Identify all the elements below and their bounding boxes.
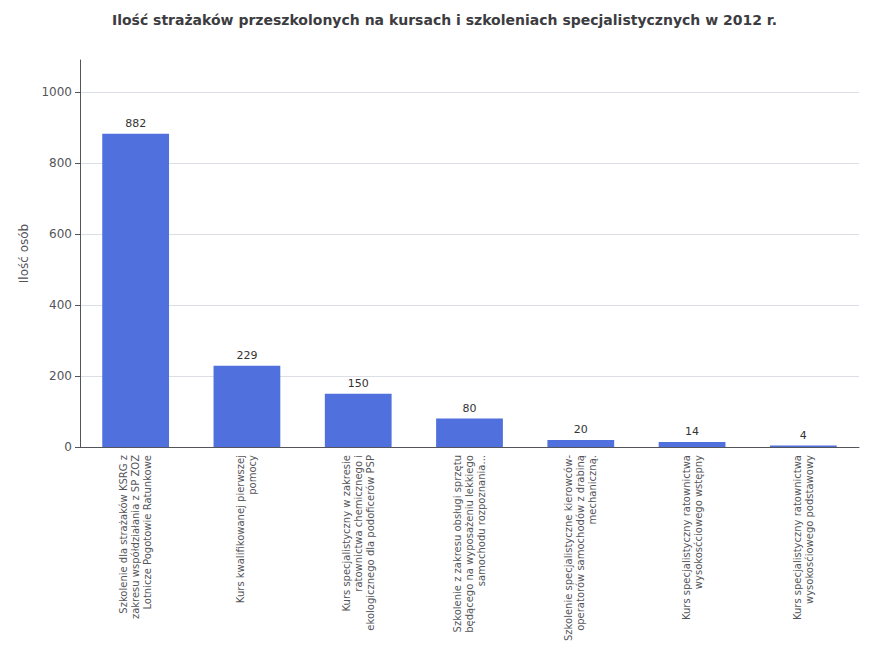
svg-text:400: 400 xyxy=(49,298,72,312)
svg-text:ekologicznego dla podoficerów: ekologicznego dla podoficerów PSP xyxy=(365,455,376,631)
svg-text:operatorów samochodów z drabin: operatorów samochodów z drabiną xyxy=(575,455,586,631)
svg-text:Szkolenie dla strażaków KSRG z: Szkolenie dla strażaków KSRG z xyxy=(118,455,129,614)
svg-text:Lotnicze Pogotowie Ratunkowe: Lotnicze Pogotowie Ratunkowe xyxy=(142,455,153,610)
svg-text:200: 200 xyxy=(49,369,72,383)
svg-text:Ilość strażaków przeszkolonych: Ilość strażaków przeszkolonych na kursac… xyxy=(112,12,777,28)
svg-text:0: 0 xyxy=(64,440,72,454)
svg-text:Szkolenie z zakresu obsługi sp: Szkolenie z zakresu obsługi sprzętu xyxy=(452,455,463,632)
svg-text:ratownictwa chemicznego i: ratownictwa chemicznego i xyxy=(353,455,364,592)
svg-text:Ilość osób: Ilość osób xyxy=(17,224,31,283)
svg-text:600: 600 xyxy=(49,227,72,241)
svg-text:Kurs specjalistyczny w zakresi: Kurs specjalistyczny w zakresie xyxy=(341,455,352,612)
svg-text:Kurs specjalistyczny ratownict: Kurs specjalistyczny ratownictwa xyxy=(681,455,692,620)
svg-text:wysokosćciowego wstępny: wysokosćciowego wstępny xyxy=(693,455,704,589)
svg-text:150: 150 xyxy=(348,377,369,390)
svg-text:samochodu rozpoznania...: samochodu rozpoznania... xyxy=(476,455,487,586)
svg-text:800: 800 xyxy=(49,156,72,170)
svg-text:mechaniczną.: mechaniczną. xyxy=(587,455,598,524)
svg-text:Kurs specjalistyczny ratownict: Kurs specjalistyczny ratownictwa xyxy=(792,455,803,620)
svg-text:80: 80 xyxy=(463,402,477,415)
svg-text:20: 20 xyxy=(574,423,588,436)
svg-text:wysokosćiowego podstawowy: wysokosćiowego podstawowy xyxy=(804,455,815,604)
svg-text:1000: 1000 xyxy=(41,85,72,99)
svg-text:229: 229 xyxy=(236,349,257,362)
svg-text:Kurs kwalifikowanej pierwszej: Kurs kwalifikowanej pierwszej xyxy=(235,455,246,603)
svg-text:pomocy: pomocy xyxy=(247,455,258,495)
svg-text:4: 4 xyxy=(800,429,807,442)
svg-text:Szkolenie specjalistyczne kier: Szkolenie specjalistyczne kierowców- xyxy=(563,455,574,641)
svg-text:882: 882 xyxy=(125,117,146,130)
svg-text:zakresu współdziałania z SP ZO: zakresu współdziałania z SP ZOZ xyxy=(130,455,141,619)
svg-text:będącego na wyposażeniu lekkie: będącego na wyposażeniu lekkiego xyxy=(464,455,475,633)
svg-text:14: 14 xyxy=(685,425,699,438)
